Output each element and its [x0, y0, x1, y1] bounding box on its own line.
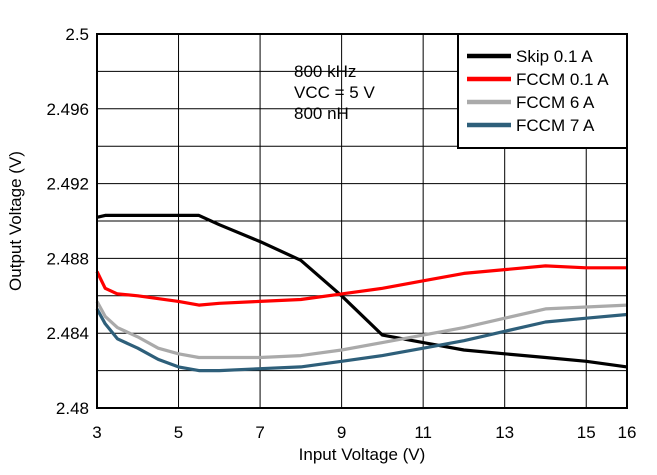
- legend-label: FCCM 6 A: [516, 93, 595, 112]
- y-tick-label: 2.496: [46, 100, 89, 119]
- series-line-3: [95, 300, 628, 360]
- series-lines: [95, 213, 628, 373]
- series-line-1: [96, 213, 628, 369]
- legend: Skip 0.1 A FCCM 0.1 A FCCM 6 A FCCM 7 A: [457, 33, 628, 149]
- x-axis-ticks: 3 5 7 9 11 13 15 16: [92, 423, 636, 442]
- legend-label: Skip 0.1 A: [516, 47, 593, 66]
- y-tick-label: 2.484: [46, 324, 89, 343]
- y-axis-ticks: 2.48 2.484 2.488 2.492 2.496 2.5: [46, 25, 89, 418]
- y-axis-label: Output Voltage (V): [6, 151, 25, 291]
- x-tick-label: 7: [255, 423, 264, 442]
- x-tick-label: 15: [577, 423, 596, 442]
- series-line-2: [95, 264, 627, 307]
- x-tick-label: 3: [92, 423, 101, 442]
- y-tick-label: 2.492: [46, 175, 89, 194]
- x-tick-label: 11: [414, 423, 432, 442]
- conditions-annotation: 800 kHz VCC = 5 V 800 nH: [294, 62, 375, 123]
- x-tick-label: 13: [495, 423, 514, 442]
- legend-box: [457, 33, 628, 149]
- legend-label: FCCM 7 A: [516, 116, 595, 135]
- legend-label: FCCM 0.1 A: [516, 70, 609, 89]
- x-axis-label: Input Voltage (V): [299, 445, 426, 464]
- annotation-line: 800 nH: [294, 104, 349, 123]
- series-line-4: [95, 308, 628, 373]
- x-tick-label: 16: [618, 423, 637, 442]
- y-tick-label: 2.48: [56, 399, 89, 418]
- annotation-line: VCC = 5 V: [294, 83, 375, 102]
- plot-area-border: [96, 33, 628, 409]
- y-tick-label: 2.5: [65, 25, 89, 44]
- x-tick-label: 5: [174, 423, 183, 442]
- annotation-line: 800 kHz: [294, 62, 356, 81]
- x-tick-label: 9: [337, 423, 346, 442]
- y-tick-label: 2.488: [46, 249, 89, 268]
